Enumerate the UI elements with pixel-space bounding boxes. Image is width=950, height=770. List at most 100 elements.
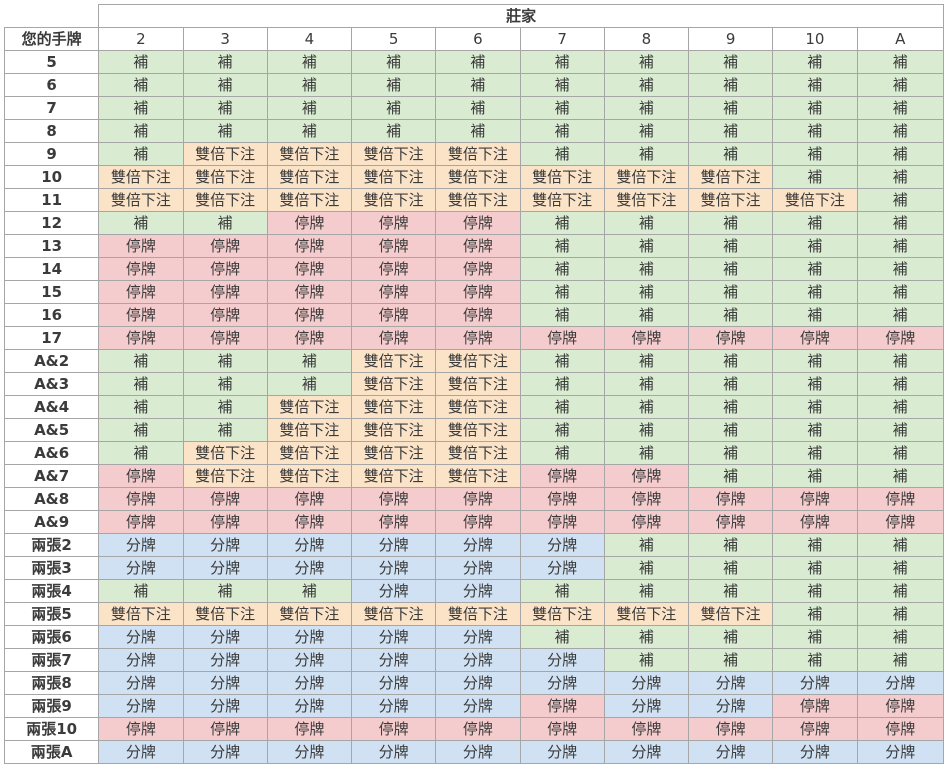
action-cell: 雙倍下注 — [435, 372, 521, 396]
action-cell: 停牌 — [435, 280, 521, 304]
action-cell: 停牌 — [435, 234, 521, 258]
action-cell: 補 — [688, 418, 774, 442]
action-cell: 分牌 — [519, 648, 605, 672]
action-cell: 分牌 — [603, 740, 690, 764]
action-cell: 停牌 — [98, 487, 184, 511]
action-cell: 補 — [519, 579, 605, 603]
action-cell: 分牌 — [98, 625, 184, 649]
action-cell: 補 — [772, 257, 858, 281]
action-cell: 補 — [772, 556, 858, 580]
action-cell: 停牌 — [182, 326, 268, 350]
action-cell: 停牌 — [603, 510, 690, 534]
table-row: 14 停牌 停牌 停牌 停牌 停牌補補補補補 — [3, 257, 945, 281]
action-cell: 停牌 — [435, 326, 521, 350]
action-cell: 雙倍下注 — [435, 464, 521, 488]
action-cell: 停牌 — [435, 211, 521, 235]
action-cell: 停牌 — [772, 326, 858, 350]
action-cell: 補 — [688, 119, 774, 143]
action-cell: 分牌 — [351, 671, 437, 695]
table-row: A&5 補補雙倍下注 雙倍下注 雙倍下注補補補補補 — [3, 418, 945, 442]
action-cell: 雙倍下注 — [435, 349, 521, 373]
player-hand-label: 7 — [3, 96, 100, 120]
action-cell: 補 — [856, 257, 945, 281]
action-cell: 補 — [856, 395, 945, 419]
dealer-title: 莊家 — [98, 4, 944, 28]
action-cell: 停牌 — [772, 694, 858, 718]
table-row: 兩張2 分牌 分牌 分牌 分牌 分牌 分牌補補補補 — [3, 533, 945, 557]
action-cell: 分牌 — [772, 671, 858, 695]
action-cell: 停牌 — [603, 464, 690, 488]
player-hand-label: 13 — [3, 234, 100, 258]
action-cell: 補 — [688, 349, 774, 373]
action-cell: 停牌 — [603, 487, 690, 511]
action-cell: 補 — [351, 96, 437, 120]
player-hand-label: 17 — [3, 326, 100, 350]
action-cell: 停牌 — [351, 234, 437, 258]
action-cell: 補 — [688, 372, 774, 396]
action-cell: 分牌 — [351, 694, 437, 718]
action-cell: 補 — [603, 303, 690, 327]
action-cell: 補 — [772, 142, 858, 166]
action-cell: 停牌 — [519, 510, 605, 534]
table-row: 12 補補停牌 停牌 停牌補補補補補 — [3, 211, 945, 235]
table-row: 15 停牌 停牌 停牌 停牌 停牌補補補補補 — [3, 280, 945, 304]
action-cell: 分牌 — [182, 533, 268, 557]
action-cell: 補 — [603, 395, 690, 419]
action-cell: 補 — [603, 257, 690, 281]
action-cell: 雙倍下注 — [266, 464, 353, 488]
action-cell: 雙倍下注 — [182, 602, 268, 626]
action-cell: 停牌 — [98, 717, 184, 741]
action-cell: 停牌 — [98, 464, 184, 488]
action-cell: 補 — [688, 234, 774, 258]
player-hand-label: A&6 — [3, 441, 100, 465]
action-cell: 停牌 — [519, 487, 605, 511]
action-cell: 補 — [98, 372, 184, 396]
action-cell: 分牌 — [688, 671, 774, 695]
action-cell: 雙倍下注 — [98, 188, 184, 212]
action-cell: 分牌 — [351, 648, 437, 672]
action-cell: 補 — [519, 96, 605, 120]
action-cell: 分牌 — [688, 694, 774, 718]
action-cell: 雙倍下注 — [266, 165, 353, 189]
action-cell: 分牌 — [435, 625, 521, 649]
action-cell: 停牌 — [266, 257, 353, 281]
action-cell: 補 — [856, 50, 945, 74]
action-cell: 補 — [603, 96, 690, 120]
action-cell: 補 — [772, 280, 858, 304]
action-cell: 補 — [772, 464, 858, 488]
player-hand-label: A&9 — [3, 510, 100, 534]
action-cell: 補 — [772, 648, 858, 672]
action-cell: 補 — [519, 349, 605, 373]
table-row: 兩張6 分牌 分牌 分牌 分牌 分牌補補補補補 — [3, 625, 945, 649]
action-cell: 補 — [772, 73, 858, 97]
action-cell: 補 — [772, 165, 858, 189]
action-cell: 分牌 — [856, 740, 945, 764]
table-row: 9 補雙倍下注 雙倍下注 雙倍下注 雙倍下注補補補補補 — [3, 142, 945, 166]
dealer-title-row: 莊家 — [3, 4, 944, 28]
action-cell: 補 — [688, 303, 774, 327]
action-cell: 補 — [182, 119, 268, 143]
action-cell: 補 — [519, 257, 605, 281]
action-cell: 補 — [435, 73, 521, 97]
action-cell: 補 — [603, 142, 690, 166]
action-cell: 補 — [856, 211, 945, 235]
action-cell: 補 — [351, 119, 437, 143]
action-cell: 雙倍下注 — [351, 464, 437, 488]
table-row: 10 雙倍下注 雙倍下注 雙倍下注 雙倍下注 雙倍下注 雙倍下注 雙倍下注 雙倍下注補補 — [3, 165, 945, 189]
action-cell: 補 — [98, 50, 184, 74]
action-cell: 補 — [856, 625, 945, 649]
action-cell: 停牌 — [351, 303, 437, 327]
dealer-card-header: 8 — [603, 27, 690, 51]
action-cell: 雙倍下注 — [182, 188, 268, 212]
action-cell: 補 — [856, 142, 945, 166]
action-cell: 補 — [351, 50, 437, 74]
action-cell: 停牌 — [603, 326, 690, 350]
action-cell: 分牌 — [519, 556, 605, 580]
action-cell: 分牌 — [603, 671, 690, 695]
action-cell: 停牌 — [351, 717, 437, 741]
action-cell: 停牌 — [266, 280, 353, 304]
dealer-card-header: 4 — [266, 27, 353, 51]
action-cell: 補 — [856, 579, 945, 603]
